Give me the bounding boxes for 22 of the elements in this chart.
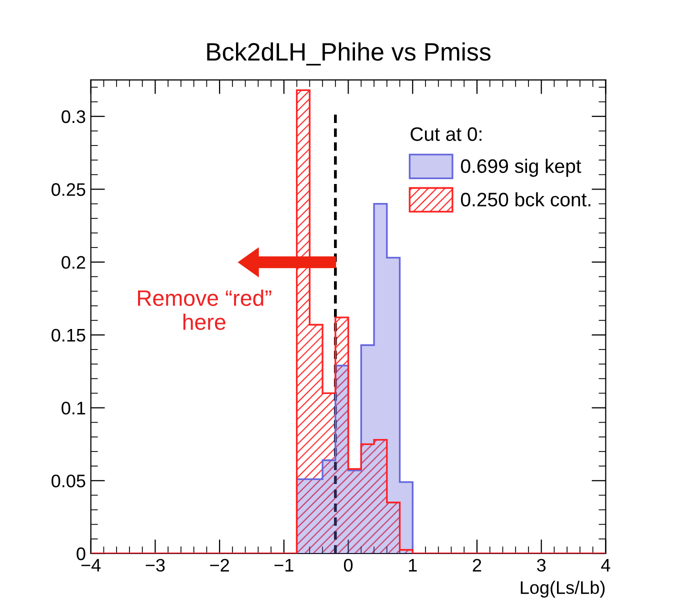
x-tick-label: 2 [472, 558, 482, 572]
legend-label: 0.250 bck cont. [460, 192, 590, 206]
x-tick-label: −2 [210, 558, 229, 572]
y-tick-label: 0.3 [62, 110, 86, 124]
y-tick-label: 0.2 [62, 256, 86, 269]
annotation: Remove “red” here [138, 290, 272, 330]
x-tick-label: −3 [146, 558, 165, 572]
x-tick-label: −1 [274, 559, 294, 572]
x-tick-label: 1 [408, 559, 417, 572]
y-tick-label: 0.25 [52, 183, 86, 196]
legend-label: 0.699 sig kept [460, 158, 582, 177]
x-tick-label: 0 [344, 558, 353, 572]
y-tick-label: 0.15 [52, 328, 86, 342]
y-tick-label: 0 [76, 547, 86, 560]
y-tick-label: 0.05 [52, 474, 86, 488]
x-tick-label: −4 [81, 559, 101, 572]
legend-title: Cut at 0: [410, 127, 482, 141]
x-tick-label: 4 [601, 559, 610, 572]
chart-title: Bck2dLH_Phihe vs Pmiss [207, 42, 490, 66]
x-tick-label: 3 [537, 558, 546, 572]
y-tick-label: 0.1 [62, 402, 86, 415]
x-axis-title: Log(Ls/Lb) [520, 580, 605, 598]
